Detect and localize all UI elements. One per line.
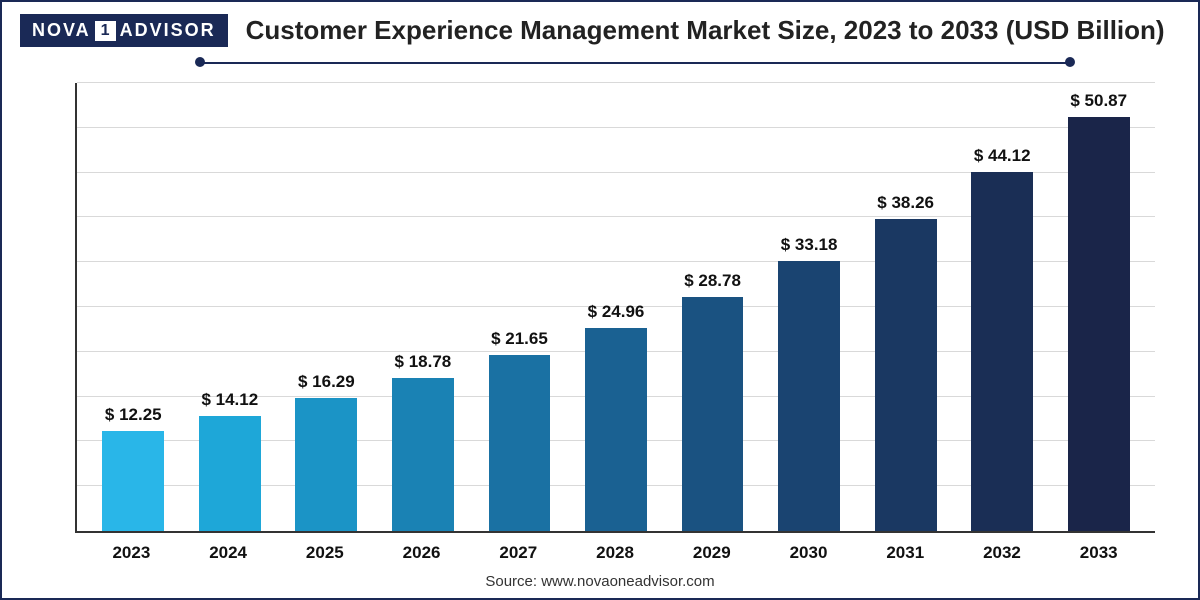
bar-value-label: $ 33.18 <box>781 235 838 255</box>
bar <box>875 219 937 531</box>
x-tick-label: 2030 <box>760 543 857 563</box>
bar-value-label: $ 38.26 <box>877 193 934 213</box>
bar-group: $ 28.78 <box>664 83 761 531</box>
chart-title: Customer Experience Management Market Si… <box>246 15 1165 46</box>
bar-value-label: $ 24.96 <box>588 302 645 322</box>
bar-group: $ 18.78 <box>375 83 472 531</box>
chart-area: $ 12.25 $ 14.12 $ 16.29 $ 18.78 $ 21.65 $ 24.… <box>20 75 1180 590</box>
bar-value-label: $ 44.12 <box>974 146 1031 166</box>
logo-box: 1 <box>95 21 116 41</box>
bar <box>585 328 647 531</box>
x-tick-label: 2024 <box>180 543 277 563</box>
brand-logo: NOVA 1 ADVISOR <box>20 14 228 47</box>
logo-left: NOVA <box>32 20 91 41</box>
x-axis: 2023202420252026202720282029203020312032… <box>75 543 1155 563</box>
bar-value-label: $ 18.78 <box>395 352 452 372</box>
bar <box>295 398 357 531</box>
x-tick-label: 2027 <box>470 543 567 563</box>
separator-line <box>200 62 1070 64</box>
x-tick-label: 2032 <box>954 543 1051 563</box>
x-tick-label: 2025 <box>276 543 373 563</box>
bar-group: $ 24.96 <box>568 83 665 531</box>
bar-value-label: $ 12.25 <box>105 405 162 425</box>
source-text: Source: www.novaoneadvisor.com <box>20 573 1180 590</box>
bar-group: $ 33.18 <box>761 83 858 531</box>
bars-container: $ 12.25 $ 14.12 $ 16.29 $ 18.78 $ 21.65 $ 24.… <box>77 83 1155 531</box>
bar-value-label: $ 50.87 <box>1070 91 1127 111</box>
bar <box>971 172 1033 531</box>
bar <box>778 261 840 531</box>
x-tick-label: 2023 <box>83 543 180 563</box>
separator-dot-left <box>195 57 205 67</box>
plot-area: $ 12.25 $ 14.12 $ 16.29 $ 18.78 $ 21.65 $ 24.… <box>75 83 1155 533</box>
bar-value-label: $ 16.29 <box>298 372 355 392</box>
x-tick-label: 2026 <box>373 543 470 563</box>
bar <box>682 297 744 531</box>
bar-group: $ 12.25 <box>85 83 182 531</box>
header: NOVA 1 ADVISOR Customer Experience Manag… <box>20 14 1180 47</box>
bar <box>489 355 551 531</box>
bar-group: $ 50.87 <box>1050 83 1147 531</box>
bar-value-label: $ 14.12 <box>201 390 258 410</box>
separator-dot-right <box>1065 57 1075 67</box>
bar-group: $ 14.12 <box>182 83 279 531</box>
title-separator <box>200 55 1070 69</box>
x-tick-label: 2029 <box>663 543 760 563</box>
bar-group: $ 38.26 <box>857 83 954 531</box>
bar-group: $ 44.12 <box>954 83 1051 531</box>
bar-group: $ 16.29 <box>278 83 375 531</box>
x-tick-label: 2031 <box>857 543 954 563</box>
bar <box>392 378 454 531</box>
bar-value-label: $ 28.78 <box>684 271 741 291</box>
x-tick-label: 2033 <box>1050 543 1147 563</box>
bar-value-label: $ 21.65 <box>491 329 548 349</box>
logo-right: ADVISOR <box>120 20 216 41</box>
bar <box>199 416 261 531</box>
chart-frame: NOVA 1 ADVISOR Customer Experience Manag… <box>0 0 1200 600</box>
bar-group: $ 21.65 <box>471 83 568 531</box>
bar <box>102 431 164 531</box>
bar <box>1068 117 1130 531</box>
x-tick-label: 2028 <box>567 543 664 563</box>
